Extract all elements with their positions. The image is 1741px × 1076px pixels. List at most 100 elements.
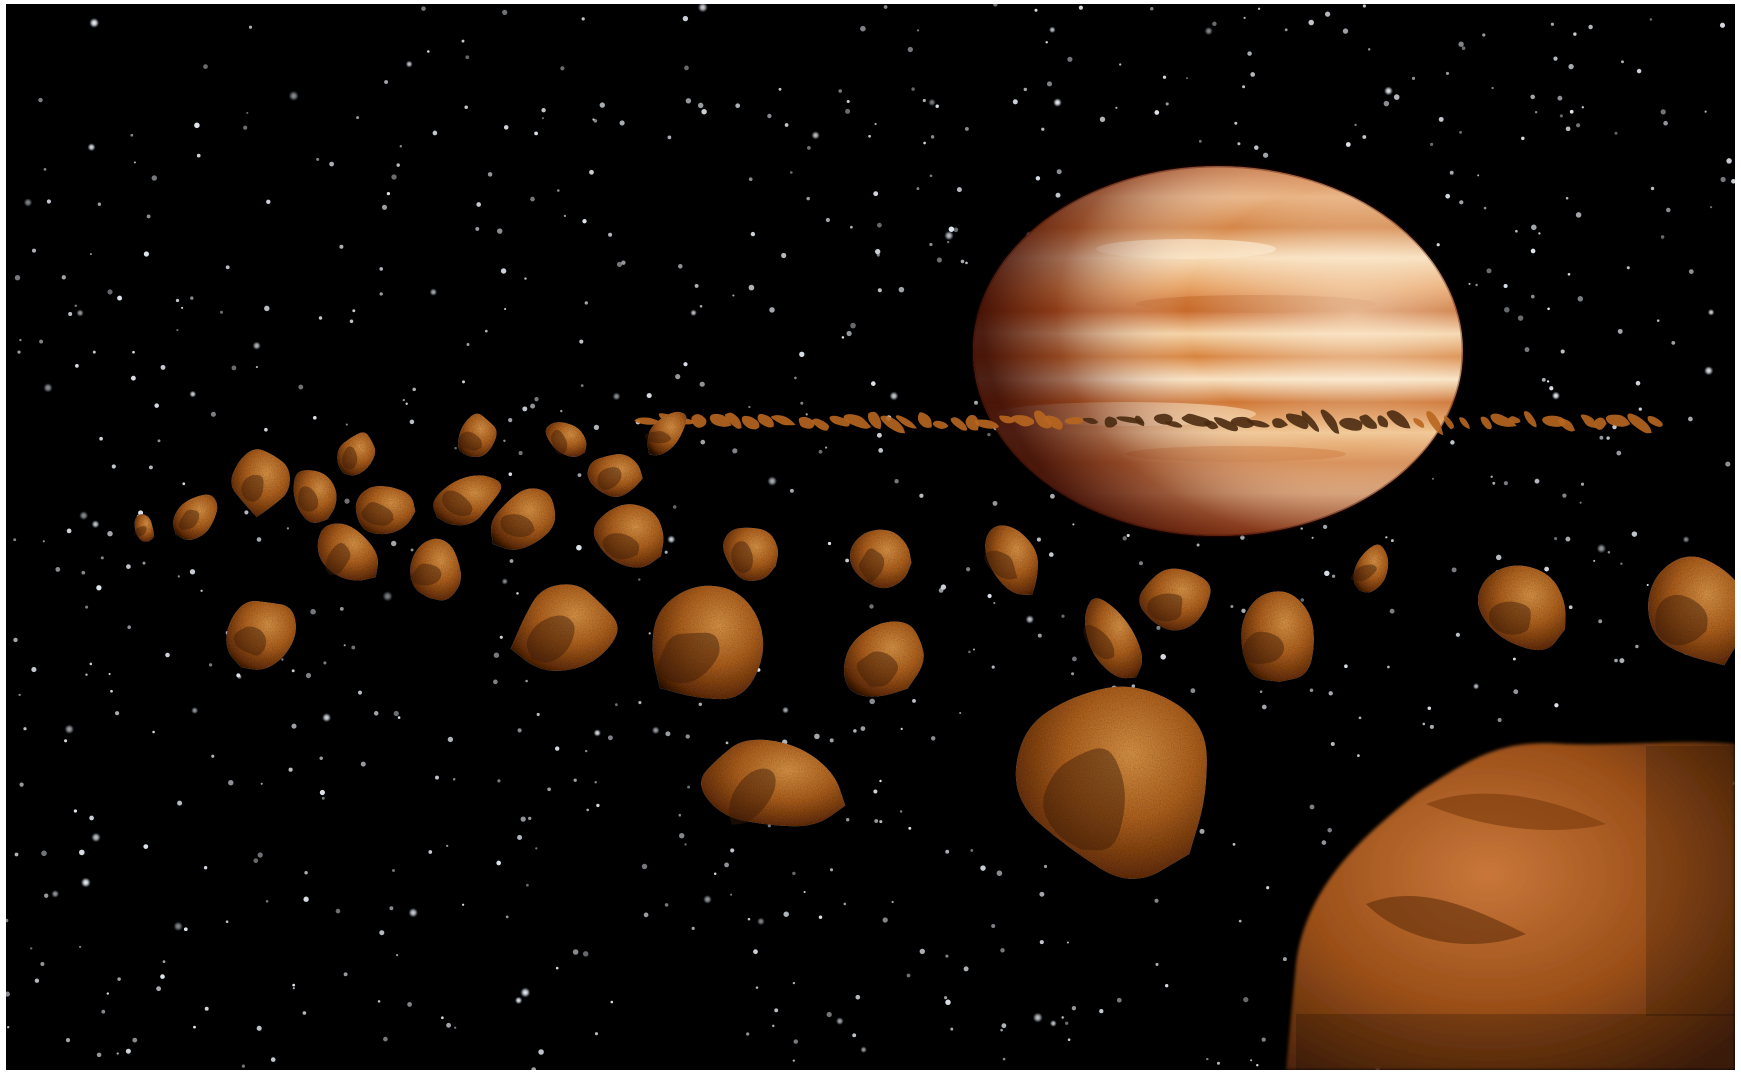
asteroid	[545, 422, 587, 457]
star	[922, 98, 926, 103]
star	[713, 872, 717, 875]
star	[860, 1046, 867, 1054]
star	[1599, 435, 1604, 440]
star	[638, 701, 642, 705]
star	[1459, 130, 1463, 134]
star	[531, 1067, 536, 1070]
star	[1043, 864, 1048, 869]
star	[703, 894, 712, 904]
star	[894, 479, 899, 484]
star	[557, 189, 560, 192]
ring-debris-fragment	[1301, 410, 1320, 433]
star	[581, 17, 585, 21]
star	[44, 893, 49, 898]
star	[435, 775, 439, 780]
star	[318, 316, 323, 320]
star	[302, 1011, 307, 1015]
foreground-asteroid	[1286, 742, 1735, 1070]
ring-debris-fragment	[1459, 417, 1470, 430]
star	[594, 1032, 599, 1036]
star	[1547, 307, 1550, 311]
star	[1055, 192, 1061, 198]
star	[964, 126, 969, 131]
star	[43, 383, 53, 393]
star	[1598, 619, 1603, 624]
star	[407, 1002, 412, 1007]
star	[116, 1052, 119, 1055]
star	[1660, 109, 1666, 115]
asteroid	[984, 525, 1038, 595]
star	[173, 921, 184, 932]
star	[1165, 102, 1169, 106]
star	[907, 46, 913, 53]
star	[427, 50, 430, 53]
star	[1682, 536, 1690, 543]
star	[524, 277, 527, 280]
star	[1217, 1061, 1220, 1065]
star	[96, 585, 102, 591]
star	[339, 607, 344, 611]
star	[349, 319, 354, 324]
star	[1725, 461, 1731, 467]
star	[916, 187, 920, 191]
star	[555, 746, 560, 751]
star	[1719, 22, 1726, 28]
star	[1067, 56, 1073, 62]
star	[1256, 1063, 1259, 1067]
star	[685, 734, 690, 739]
star	[1330, 742, 1335, 746]
star	[412, 387, 416, 392]
star	[1638, 407, 1642, 411]
star	[667, 135, 672, 140]
star	[679, 833, 685, 839]
star	[99, 436, 103, 441]
star	[1431, 477, 1434, 480]
star	[244, 510, 249, 515]
star	[219, 310, 224, 314]
star	[869, 698, 875, 705]
star	[993, 4, 998, 7]
star	[391, 174, 397, 180]
star	[538, 1049, 544, 1055]
ring-debris-fragment	[725, 412, 742, 429]
star	[1035, 176, 1041, 181]
star	[968, 650, 971, 654]
star	[1650, 186, 1655, 191]
star	[1621, 60, 1624, 64]
star	[793, 1039, 799, 1044]
star	[466, 343, 470, 346]
star	[390, 540, 397, 547]
star	[291, 723, 297, 729]
star	[256, 537, 262, 542]
star	[208, 663, 213, 667]
star	[868, 134, 871, 138]
star	[1237, 142, 1241, 146]
star	[675, 374, 681, 380]
star	[699, 381, 705, 387]
star	[651, 726, 660, 735]
star	[508, 472, 513, 476]
ring-debris-fragment	[932, 420, 949, 429]
star	[1565, 536, 1571, 542]
star	[769, 307, 775, 313]
star	[78, 945, 82, 949]
star	[1284, 28, 1288, 32]
ring-debris-fragment	[1246, 419, 1270, 428]
star	[672, 505, 677, 509]
star	[1115, 106, 1118, 109]
star	[1243, 996, 1249, 1003]
star	[89, 253, 92, 256]
star	[1565, 196, 1569, 200]
ring-debris-fragment	[1010, 415, 1035, 427]
star	[1242, 85, 1246, 89]
star	[1579, 501, 1582, 504]
star	[792, 981, 796, 985]
star	[534, 131, 539, 136]
star	[517, 728, 522, 733]
star	[1259, 690, 1263, 693]
star	[225, 265, 230, 270]
star	[292, 987, 295, 990]
star	[1072, 656, 1077, 662]
star	[1327, 827, 1332, 833]
star	[1344, 664, 1348, 669]
